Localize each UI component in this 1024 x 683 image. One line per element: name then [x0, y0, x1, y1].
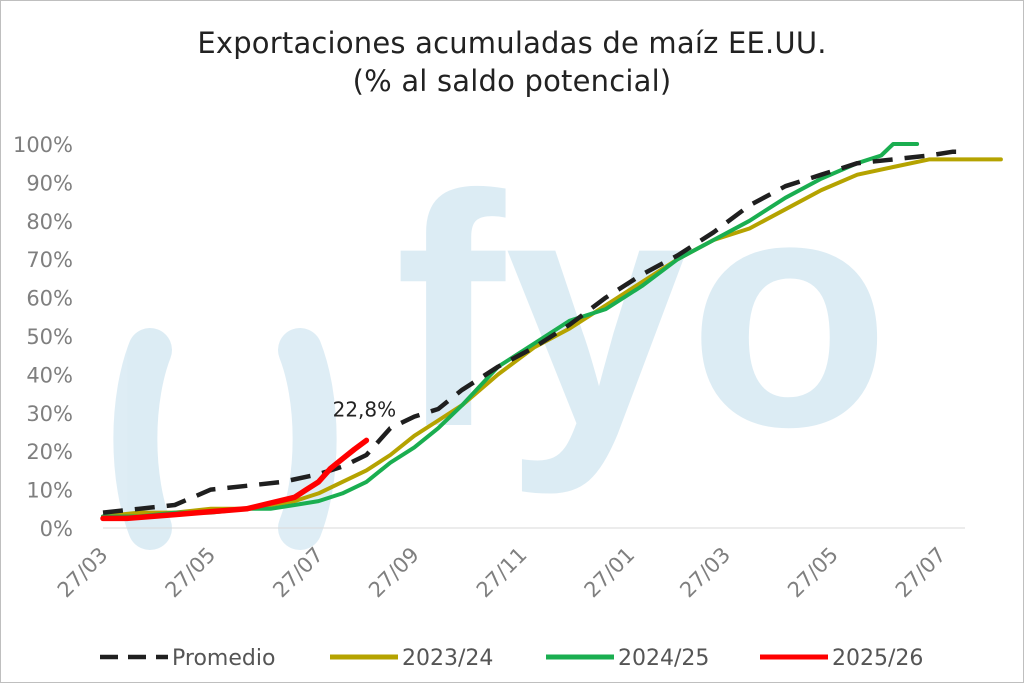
chart-subtitle: (% al saldo potencial) [352, 64, 672, 98]
y-tick-label: 90% [26, 171, 73, 195]
series-line-2025-26 [100, 437, 370, 522]
legend-label: 2025/26 [832, 646, 923, 671]
x-tick-label: 27/09 [364, 543, 424, 603]
y-tick-label: 70% [26, 248, 73, 272]
x-tick-label: 27/11 [472, 543, 532, 603]
y-tick-label: 60% [26, 287, 73, 311]
x-tick-label: 27/05 [783, 543, 843, 603]
y-tick-label: 100% [13, 133, 73, 157]
legend-label: 2023/24 [402, 646, 493, 671]
y-tick-label: 40% [26, 363, 73, 387]
series-line-2024-25 [101, 142, 920, 519]
y-tick-label: 10% [26, 479, 73, 503]
x-tick-label: 27/07 [268, 543, 328, 603]
y-tick-label: 0% [40, 517, 73, 541]
y-tick-label: 30% [26, 402, 73, 426]
annotation-label: 22,8% [333, 397, 397, 421]
x-tick-label: 27/05 [161, 543, 221, 603]
series-layer [100, 142, 1003, 522]
x-tick-label: 27/07 [891, 543, 951, 603]
y-tick-label: 50% [26, 325, 73, 349]
fyo-watermark-logo: fyo [113, 126, 890, 550]
y-axis-ticks: 0% 10% 20% 30% 40% 50% 60% 70% 80% 90% 100% [13, 133, 73, 541]
legend-label: 2024/25 [618, 646, 709, 671]
legend: Promedio 2023/24 2024/25 2025/26 [100, 646, 923, 671]
chart-title: Exportaciones acumuladas de maíz EE.UU. [197, 26, 827, 60]
y-tick-label: 20% [26, 440, 73, 464]
legend-label: Promedio [172, 646, 275, 671]
x-axis-ticks: 27/03 27/05 27/07 27/09 27/11 27/01 27/03 27/05… [53, 543, 951, 603]
x-tick-label: 27/01 [580, 543, 640, 603]
y-tick-label: 80% [26, 210, 73, 234]
x-tick-label: 27/03 [675, 543, 735, 603]
x-tick-label: 27/03 [53, 543, 113, 603]
series-line-promedio [102, 149, 965, 515]
annotation-layer: 22,8% [333, 397, 397, 421]
chart-title-block: Exportaciones acumuladas de maíz EE.UU. … [0, 24, 1024, 100]
